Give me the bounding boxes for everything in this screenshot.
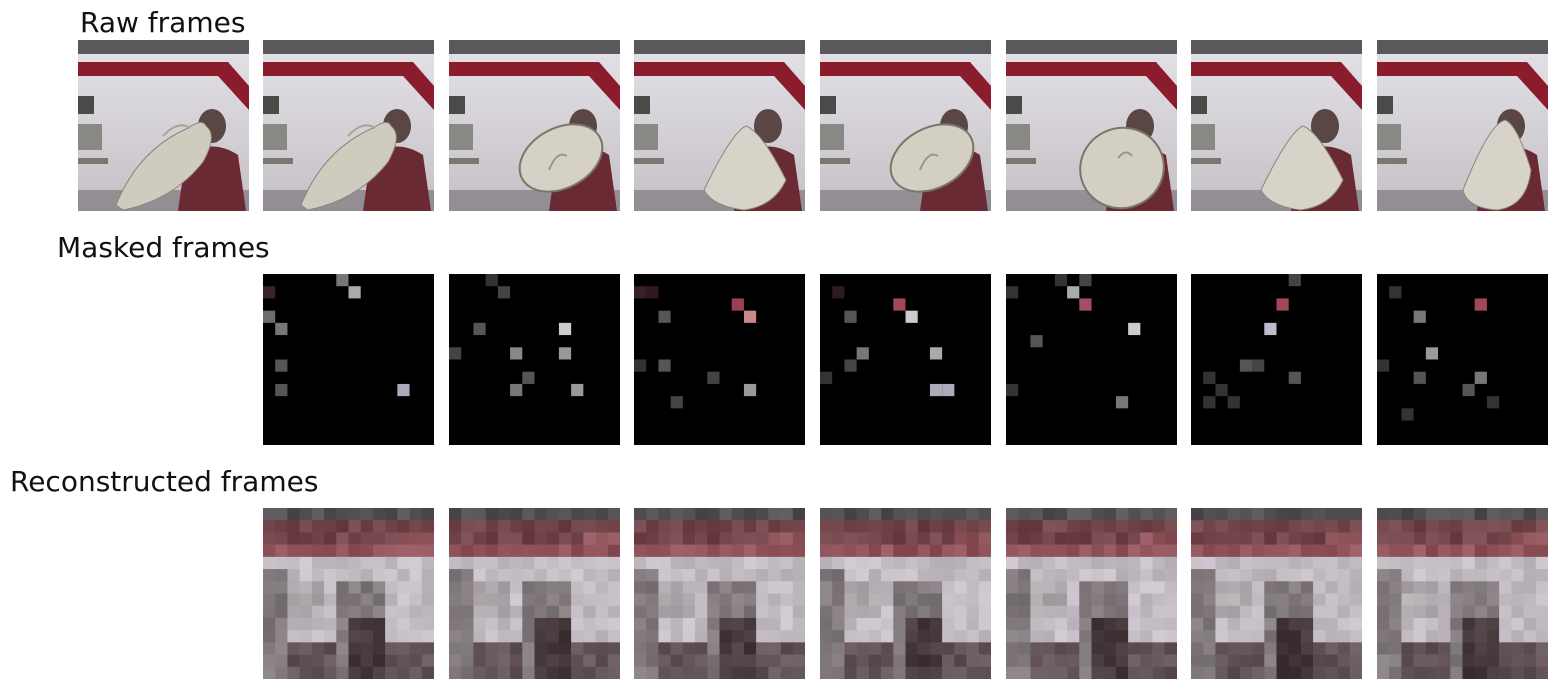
raw-frame-3 xyxy=(449,40,620,211)
row-title-raw: Raw frames xyxy=(80,6,246,39)
row-title-reconstructed: Reconstructed frames xyxy=(10,465,319,498)
reconstructed-frame-6 xyxy=(1191,508,1362,679)
raw-frame-5 xyxy=(820,40,991,211)
raw-frame-2 xyxy=(263,40,434,211)
reconstructed-frame-2 xyxy=(449,508,620,679)
raw-frame-7 xyxy=(1191,40,1362,211)
masked-frame-1 xyxy=(263,274,434,445)
reconstructed-frame-4 xyxy=(820,508,991,679)
reconstructed-frame-1 xyxy=(263,508,434,679)
masked-frame-3 xyxy=(634,274,805,445)
reconstructed-frame-5 xyxy=(1006,508,1177,679)
masked-frame-6 xyxy=(1191,274,1362,445)
masked-frame-7 xyxy=(1377,274,1548,445)
masked-frame-4 xyxy=(820,274,991,445)
reconstructed-frame-7 xyxy=(1377,508,1548,679)
masked-frame-2 xyxy=(449,274,620,445)
row-title-masked: Masked frames xyxy=(57,231,270,264)
reconstructed-frame-3 xyxy=(634,508,805,679)
raw-frame-8 xyxy=(1377,40,1548,211)
raw-frame-6 xyxy=(1006,40,1177,211)
raw-frame-4 xyxy=(634,40,805,211)
masked-frame-5 xyxy=(1006,274,1177,445)
raw-frame-1 xyxy=(78,40,249,211)
